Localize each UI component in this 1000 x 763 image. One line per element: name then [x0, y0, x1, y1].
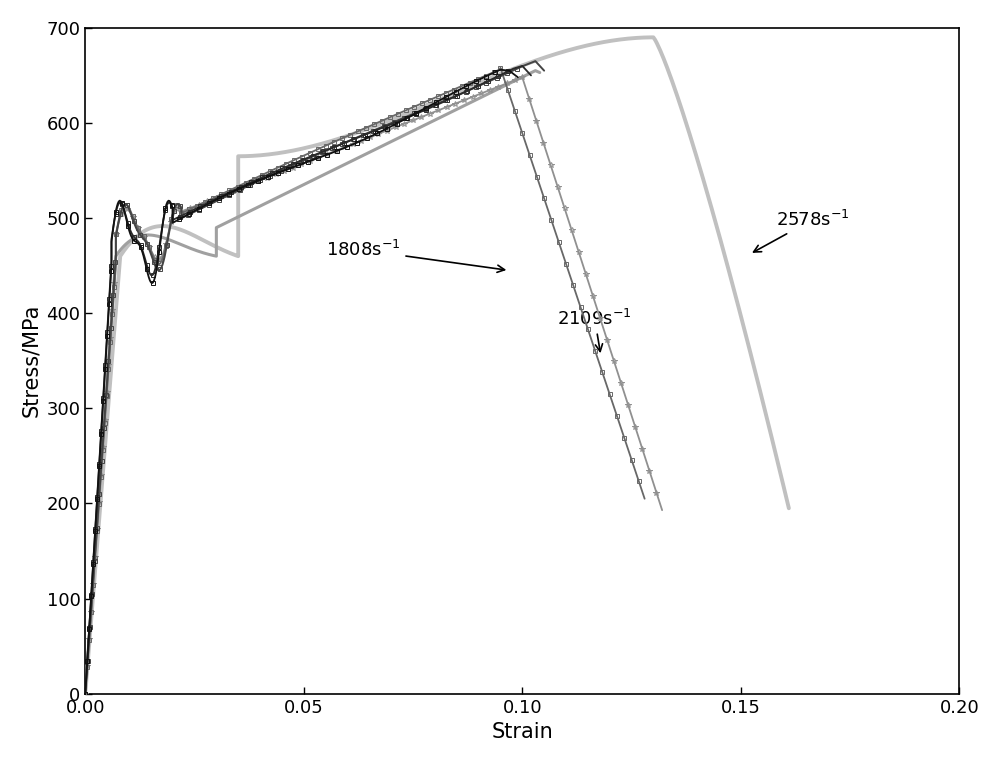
X-axis label: Strain: Strain — [491, 722, 553, 742]
Text: 2578s$^{-1}$: 2578s$^{-1}$ — [754, 210, 849, 252]
Y-axis label: Stress/MPa: Stress/MPa — [21, 304, 41, 417]
Text: 2109s$^{-1}$: 2109s$^{-1}$ — [557, 308, 632, 352]
Text: 1808s$^{-1}$: 1808s$^{-1}$ — [326, 240, 505, 272]
